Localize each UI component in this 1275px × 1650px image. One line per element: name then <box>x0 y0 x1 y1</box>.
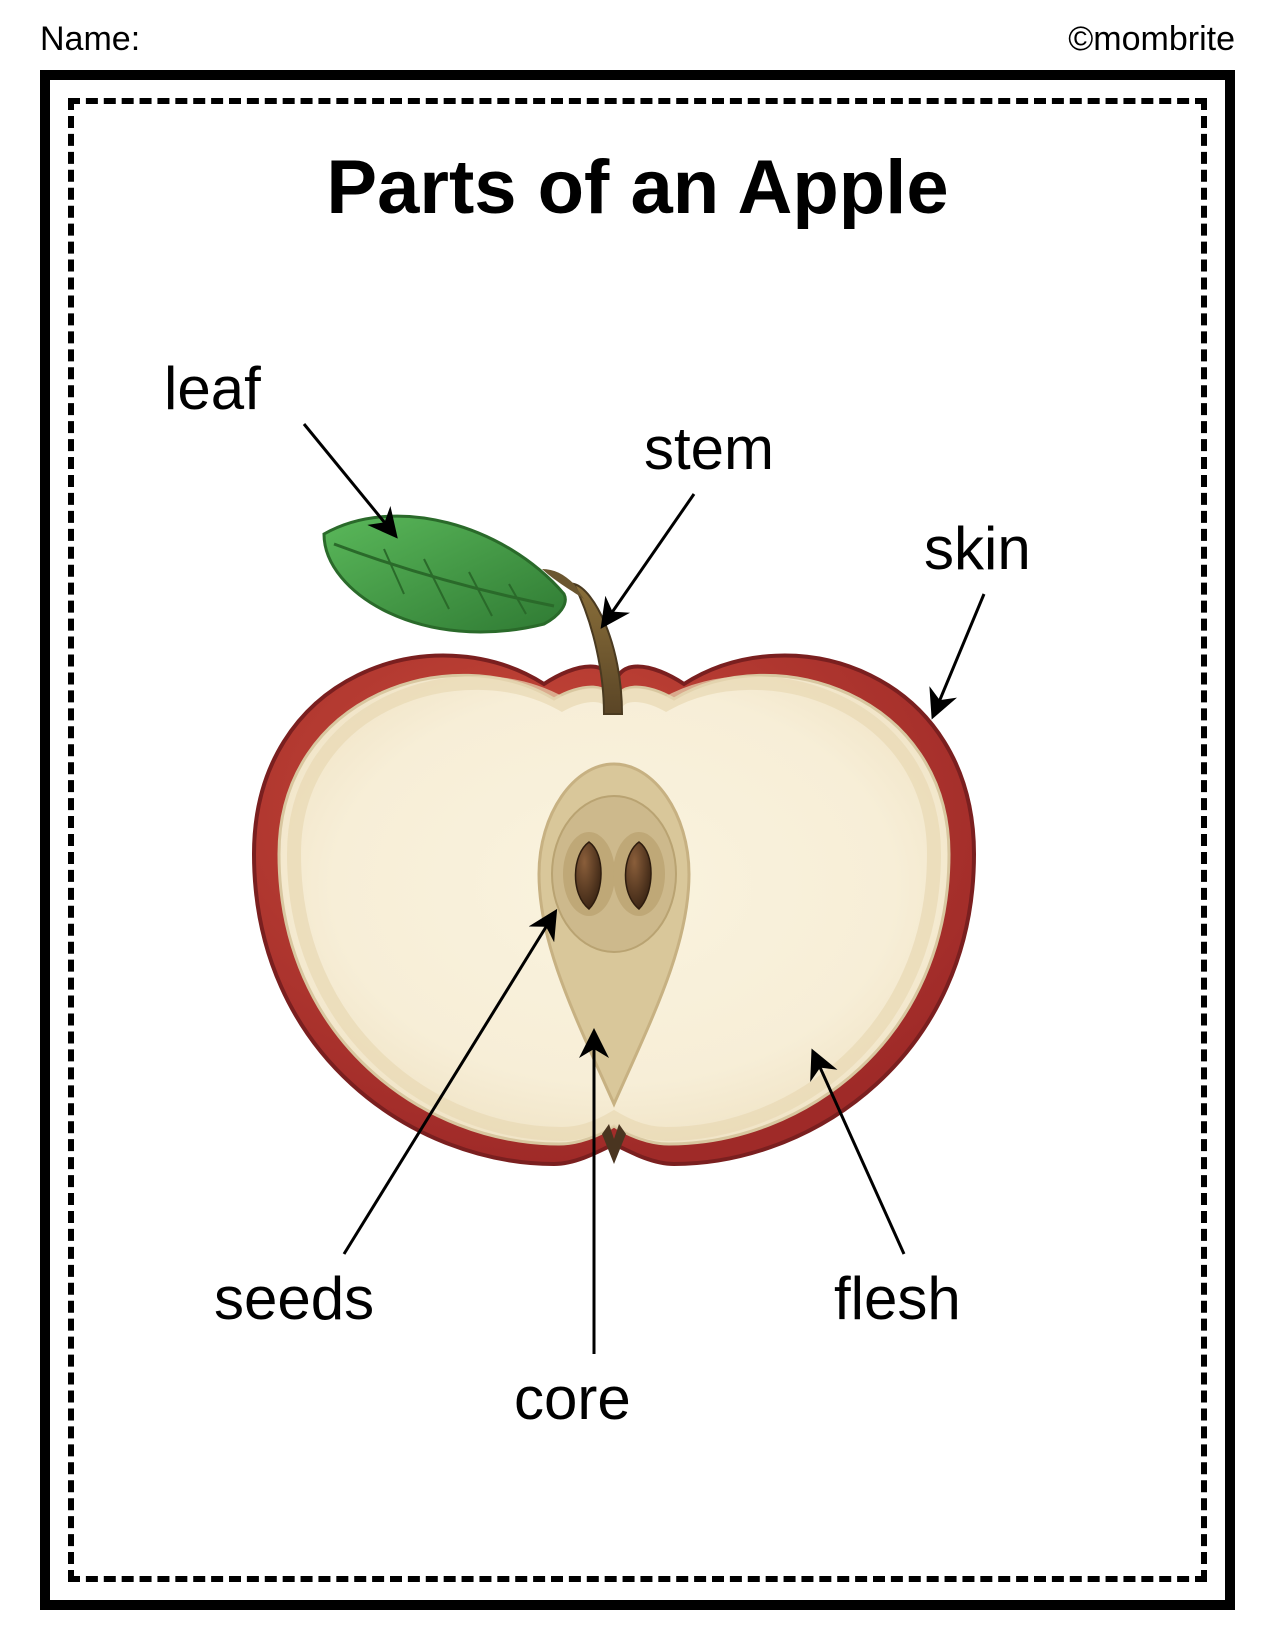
label-skin: skin <box>924 514 1031 583</box>
label-stem: stem <box>644 414 774 483</box>
label-core: core <box>514 1364 631 1433</box>
page-title: Parts of an Apple <box>74 144 1201 231</box>
outer-border: Parts of an Apple <box>40 70 1235 1610</box>
name-field-label: Name: <box>40 20 140 59</box>
apple-diagram: leaf stem skin seeds core flesh <box>74 294 1201 1576</box>
label-flesh: flesh <box>834 1264 961 1333</box>
dashed-border: Parts of an Apple <box>68 98 1207 1582</box>
apple-leaf <box>324 516 565 632</box>
credit-label: ©mombrite <box>1068 20 1235 59</box>
worksheet-header: Name: ©mombrite <box>40 20 1235 59</box>
label-leaf: leaf <box>164 354 261 423</box>
label-seeds: seeds <box>214 1264 374 1333</box>
